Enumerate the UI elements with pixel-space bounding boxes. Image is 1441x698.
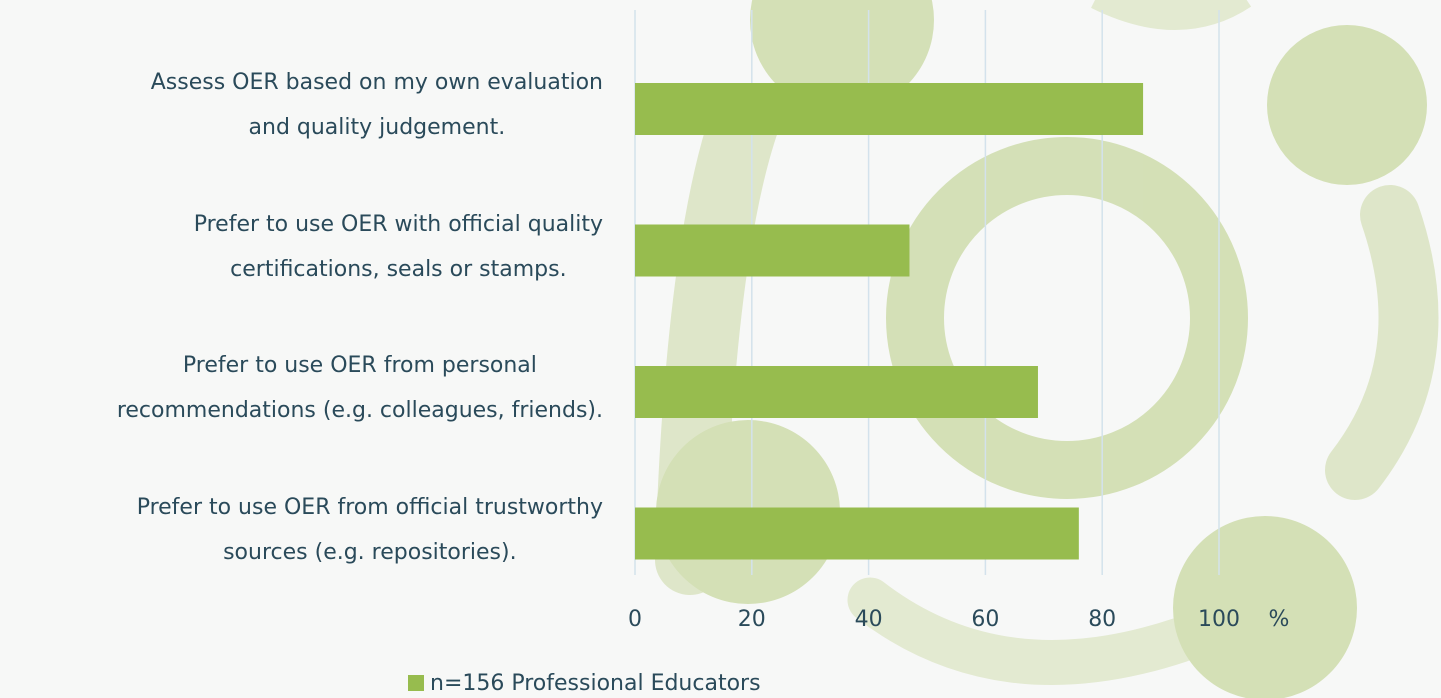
x-tick-label: 60 — [971, 607, 999, 632]
y-tick-label: Assess OER based on my own evaluation an… — [151, 60, 603, 150]
y-tick-label: Prefer to use OER from official trustwor… — [137, 485, 603, 575]
legend-label: n=156 Professional Educators — [430, 671, 761, 696]
x-tick-label: 40 — [855, 607, 883, 632]
bar — [635, 83, 1143, 135]
x-unit-label: % — [1269, 607, 1290, 632]
x-tick-label: 100 — [1198, 607, 1240, 632]
y-tick-label: Prefer to use OER from personal recommen… — [117, 343, 603, 433]
bar — [635, 366, 1038, 418]
bar — [635, 225, 909, 277]
legend-swatch — [408, 675, 424, 691]
x-tick-label: 80 — [1088, 607, 1116, 632]
bar — [635, 508, 1079, 560]
x-tick-label: 0 — [628, 607, 642, 632]
x-tick-label: 20 — [738, 607, 766, 632]
y-tick-label: Prefer to use OER with official quality … — [194, 202, 603, 292]
chart: 0 20 40 60 80 100% n=156 Professional Educator… — [0, 0, 1441, 698]
